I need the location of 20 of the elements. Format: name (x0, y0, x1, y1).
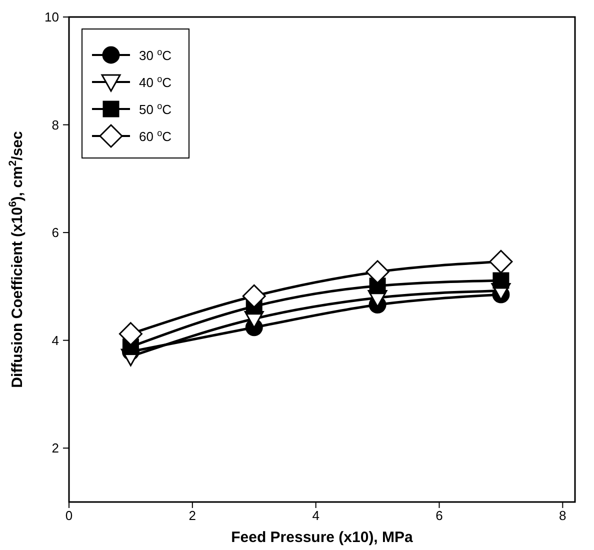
legend-label: 40 $^{o}$C (139, 74, 172, 90)
point (118, 322, 142, 346)
y-tick-label: 6 (52, 225, 59, 240)
point (242, 284, 266, 308)
point (366, 260, 390, 284)
x-tick-label: 2 (188, 508, 196, 523)
x-tick-label: 6 (436, 508, 443, 523)
x-tick-label: 0 (65, 508, 73, 523)
y-tick-label: 4 (52, 332, 59, 348)
point (492, 272, 510, 289)
x-axis-title: Feed Pressure (x10), MPa (231, 529, 414, 546)
y-tick-label: 10 (44, 10, 59, 24)
legend-label: 50 $^{o}$C (139, 101, 172, 117)
legend-label: 30 $^{o}$C (139, 47, 172, 63)
x-tick-label: 8 (559, 508, 566, 523)
legend-label: 60 $^{o}$C (139, 128, 172, 144)
y-tick-label: 8 (52, 117, 59, 132)
point (489, 250, 513, 274)
y-tick-label: 2 (52, 440, 59, 456)
x-tick-label: 4 (312, 508, 320, 523)
